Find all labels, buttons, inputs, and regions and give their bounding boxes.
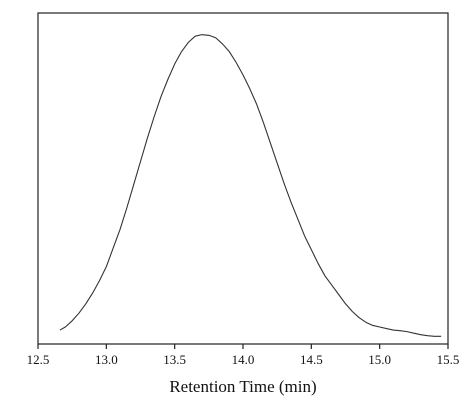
x-tick-label: 14.0: [232, 352, 255, 367]
x-tick-label: 13.0: [95, 352, 118, 367]
series-line: [59, 34, 442, 337]
x-tick-label: 14.5: [300, 352, 323, 367]
x-tick-label: 15.5: [437, 352, 460, 367]
series-group: [59, 34, 442, 337]
x-axis: 12.5 13.0 13.5 14.0 14.5 15.0 15.5: [27, 344, 460, 367]
x-tick-label: 15.0: [368, 352, 391, 367]
x-axis-label: Retention Time (min): [169, 377, 316, 396]
plot-frame: [37, 12, 449, 345]
x-tick-label: 12.5: [27, 352, 50, 367]
x-tick-label: 13.5: [163, 352, 186, 367]
